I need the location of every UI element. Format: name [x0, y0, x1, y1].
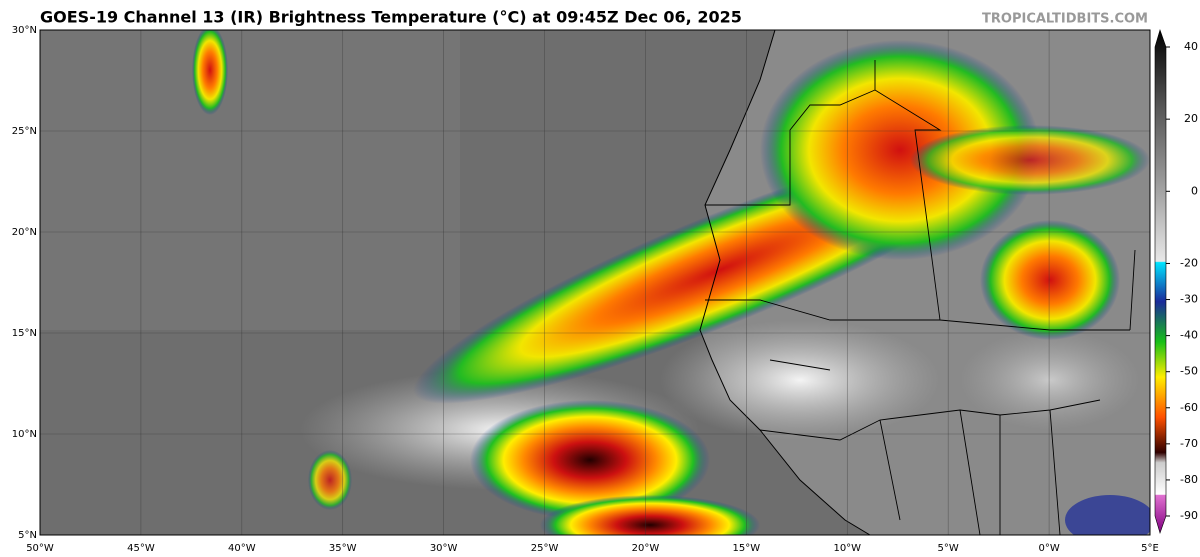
lon-label: 30°W: [430, 543, 458, 554]
lon-label: 25°W: [531, 543, 559, 554]
lon-label: 35°W: [329, 543, 357, 554]
lon-label: 10°W: [833, 543, 861, 554]
colorbar-label: -60: [1180, 401, 1198, 414]
lon-label: 5°W: [938, 543, 959, 554]
colorbar-label: -40: [1180, 329, 1198, 342]
colorbar: [1154, 29, 1167, 534]
colorbar-ticks: 40 20 0 -20 -30 -40 -50 -60 -70 -80 -90: [1166, 40, 1198, 522]
colorbar-label: 40: [1184, 40, 1198, 53]
map-title: GOES-19 Channel 13 (IR) Brightness Tempe…: [40, 8, 742, 27]
lon-label: 0°W: [1038, 543, 1059, 554]
colorbar-label: 0: [1191, 184, 1198, 197]
imagery: [40, 30, 1150, 535]
borders: [705, 60, 1136, 535]
lon-label: 20°W: [632, 543, 660, 554]
lat-label: 15°N: [12, 328, 37, 339]
watermark: TROPICALTIDBITS.COM: [982, 12, 1148, 27]
colorbar-label: -50: [1180, 365, 1198, 378]
coastline: [699, 30, 871, 535]
lat-label: 25°N: [12, 126, 37, 137]
lon-label: 40°W: [228, 543, 256, 554]
lon-label: 5°E: [1141, 543, 1159, 554]
lon-label: 50°W: [26, 543, 54, 554]
map-frame: [39, 29, 1151, 536]
lon-label: 45°W: [127, 543, 155, 554]
colorbar-label: -70: [1180, 437, 1198, 450]
lat-label: 5°N: [18, 530, 37, 541]
colorbar-label: -90: [1180, 509, 1198, 522]
colorbar-label: -80: [1180, 473, 1198, 486]
lat-label: 30°N: [12, 25, 37, 36]
lat-label: 20°N: [12, 227, 37, 238]
colorbar-label: 20: [1184, 112, 1198, 125]
colorbar-label: -20: [1180, 256, 1198, 269]
lat-label: 10°N: [12, 429, 37, 440]
lon-label: 15°W: [733, 543, 761, 554]
colorbar-label: -30: [1180, 293, 1198, 306]
